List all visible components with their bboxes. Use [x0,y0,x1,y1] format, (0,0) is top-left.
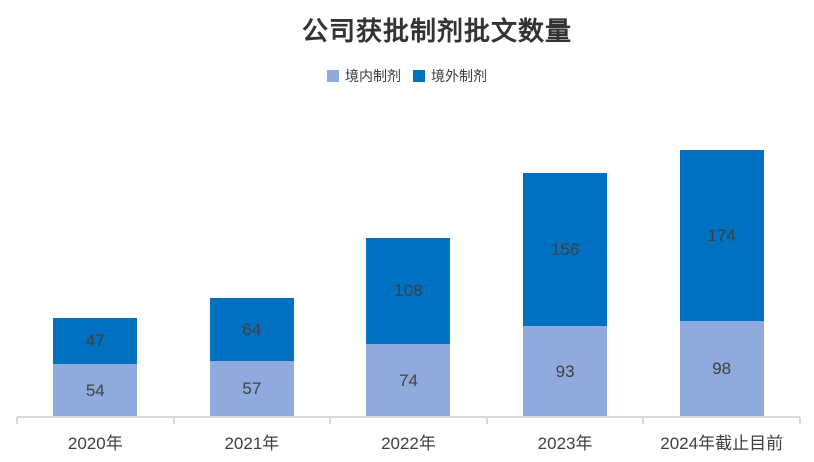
legend-label: 境外制剂 [431,68,487,84]
bar-stack: 64 57 [209,298,294,417]
bar-stack: 108 74 [366,238,451,417]
bar-segment-境内制剂: 57 [209,361,294,417]
bar-value-label: 98 [712,359,732,378]
bar-value-label: 108 [394,281,423,300]
bar-cell-2022年: 108 74 [330,149,487,417]
bar-cell-2024年截止目前: 174 98 [643,149,800,417]
x-axis-label: 2021年 [224,434,280,453]
x-axis-labels: 2020年 2021年 2022年 2023年 2024年截止目前 [17,429,800,454]
bar-value-label: 54 [85,380,105,400]
bar-value-label: 64 [242,319,262,339]
bar-value-label: 74 [399,370,418,390]
axis-tick [16,417,18,424]
axis-tick [642,417,644,424]
x-axis-line [17,416,800,418]
bar-segment-境外制剂: 174 [679,150,764,321]
bar-segment-境内制剂: 54 [53,364,138,417]
bar-value-label: 174 [707,225,736,245]
bar-segment-境外制剂: 108 [366,238,451,344]
bar-value-label: 47 [85,331,105,350]
chart-title: 公司获批制剂批文数量 [301,16,572,46]
bar-segment-境外制剂: 64 [209,298,294,361]
legend-item-0: 境内制剂 [327,66,401,86]
bar-cell-2020年: 47 54 [17,149,174,417]
bar-segment-境内制剂: 98 [679,321,764,417]
bar-segment-境外制剂: 47 [53,318,138,364]
bar-segment-境内制剂: 93 [523,326,608,417]
bar-segment-境外制剂: 156 [523,173,608,326]
legend-label: 境内制剂 [345,68,401,84]
plot-area: 47 54 64 57 108 74 156 93 174 98 [17,149,800,417]
axis-tick [329,417,331,424]
chart-legend: 境内制剂 境外制剂 [0,66,814,86]
x-axis-label: 2024年截止目前 [660,434,784,453]
bar-value-label: 57 [242,379,262,398]
bar-cell-2021年: 64 57 [174,149,331,417]
axis-tick [799,417,801,424]
x-axis-label: 2023年 [537,434,593,453]
bar-cell-2023年: 156 93 [487,149,644,417]
legend-swatch-icon [327,70,339,82]
bar-stack: 174 98 [679,150,764,417]
legend-swatch-icon [413,70,425,82]
legend-item-1: 境外制剂 [413,66,487,86]
bar-value-label: 93 [555,361,575,381]
x-axis-label: 2022年 [381,434,436,453]
bar-stack: 156 93 [523,173,608,417]
bar-segment-境内制剂: 74 [366,344,451,417]
axis-tick [173,417,175,424]
bar-value-label: 156 [550,239,580,259]
axis-tick [486,417,488,424]
bars-row: 47 54 64 57 108 74 156 93 174 98 [17,149,800,417]
x-axis-label: 2020年 [67,434,123,453]
bar-stack: 47 54 [53,318,138,417]
